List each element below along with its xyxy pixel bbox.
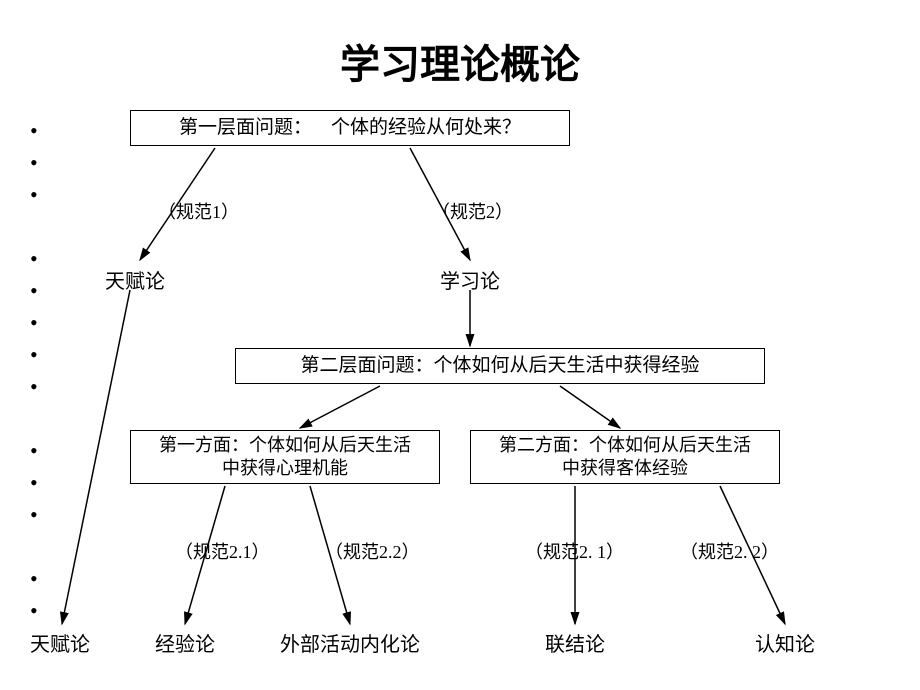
box-level1: 第一层面问题： 个体的经验从何处来？ <box>130 110 570 146</box>
bullet-column: ••••••••••••• <box>30 120 38 632</box>
label-learning: 学习论 <box>440 265 500 294</box>
box-aspect2: 第二方面：个体如何从后天生活 中获得客体经验 <box>470 430 780 484</box>
label-norm1: （规范1） <box>158 198 239 224</box>
leaf-internal: 外部活动内化论 <box>280 628 420 657</box>
page-title: 学习理论概论 <box>0 32 920 90</box>
label-norm21a: （规范2.1） <box>175 538 270 564</box>
leaf-empir: 经验论 <box>155 628 215 657</box>
label-norm2: （规范2） <box>432 198 513 224</box>
label-innate: 天赋论 <box>105 265 165 294</box>
leaf-cognit: 认知论 <box>755 628 815 657</box>
label-norm22a: （规范2.2） <box>325 538 420 564</box>
leaf-assoc: 联结论 <box>545 628 605 657</box>
label-norm21b: （规范2. 1） <box>525 538 624 564</box>
box-level2: 第二层面问题：个体如何从后天生活中获得经验 <box>235 348 765 384</box>
label-norm22b: （规范2. 2） <box>680 538 779 564</box>
leaf-innate: 天赋论 <box>30 628 90 657</box>
box-aspect1: 第一方面：个体如何从后天生活 中获得心理机能 <box>130 430 440 484</box>
arrows-layer <box>0 0 920 690</box>
